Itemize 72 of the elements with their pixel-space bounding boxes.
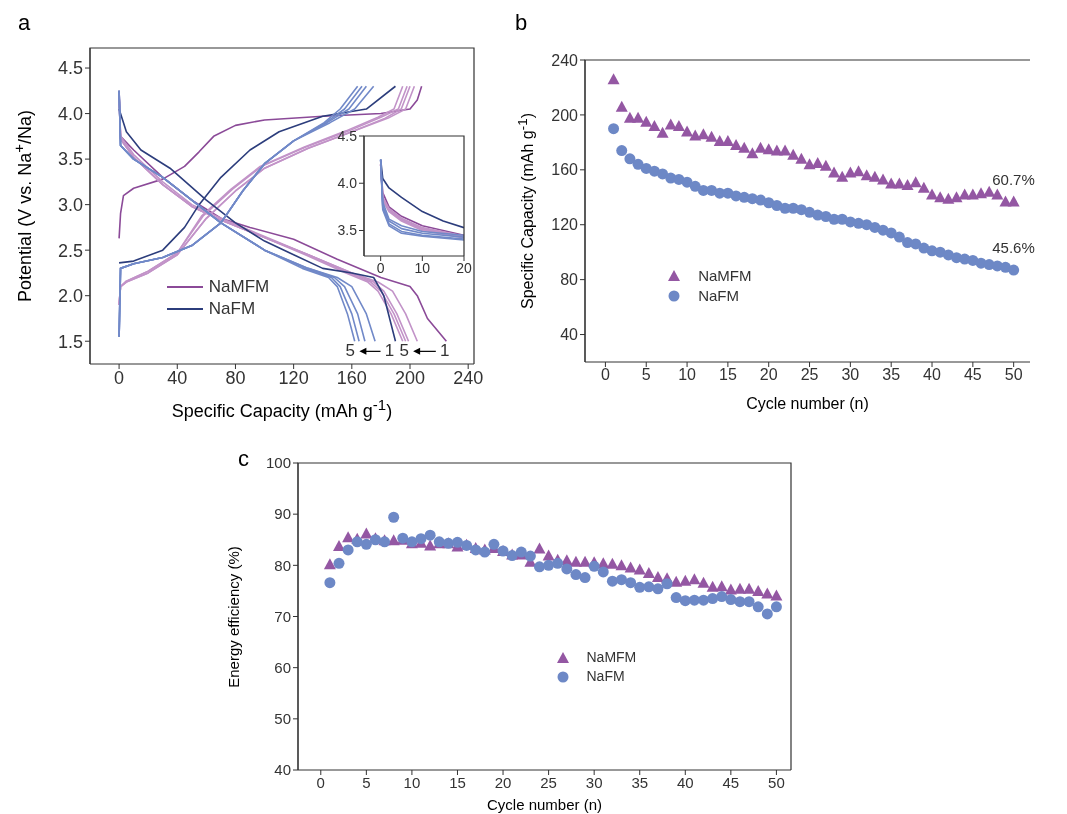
annotation: 1 [384, 340, 395, 360]
x-tick-label: 200 [394, 367, 426, 388]
annotation: 5 [345, 340, 356, 360]
x-tick-label: 20 [759, 366, 778, 384]
y-tick-label: 4.5 [337, 127, 358, 144]
y-tick-label: 4.5 [57, 58, 83, 79]
x-tick-label: 10 [403, 773, 421, 791]
x-tick-label: 40 [167, 367, 188, 388]
y-tick-label: 2.0 [57, 286, 83, 307]
x-tick-label: 80 [225, 367, 246, 388]
x-tick-label: 10 [678, 366, 697, 384]
x-tick-label: 35 [882, 366, 901, 384]
y-tick-label: 80 [274, 556, 291, 574]
legend-label: NaMFM [208, 276, 270, 297]
y-tick-label: 160 [551, 161, 579, 179]
x-axis-title: Specific Capacity (mAh g$^{-1}$) [170, 396, 394, 422]
y-tick-label: 2.5 [57, 240, 83, 261]
y-tick-label: 60 [274, 658, 291, 676]
x-tick-label: 20 [456, 259, 472, 276]
y-tick-label: 50 [274, 710, 291, 728]
y-tick-label: 120 [551, 216, 579, 234]
chart-title: a [18, 10, 31, 36]
x-tick-label: 45 [963, 366, 982, 384]
y-tick-label: 40 [560, 326, 579, 344]
legend-label: NaMFM [586, 648, 637, 665]
annotation: 60.7% [992, 170, 1035, 188]
legend-label: NaFM [208, 298, 256, 319]
y-tick-label: 3.5 [337, 222, 358, 239]
x-tick-label: 45 [722, 773, 740, 791]
annotation: 1 [440, 340, 450, 360]
annotation: 5 [399, 340, 409, 360]
x-axis-title: Cycle number (n) [745, 395, 870, 413]
x-tick-label: 25 [800, 366, 819, 384]
y-tick-label: 40 [274, 761, 291, 779]
y-axis-title: Energy efficiency (%) [224, 545, 242, 688]
x-tick-label: 5 [362, 773, 371, 791]
y-tick-label: 70 [274, 607, 291, 625]
y-tick-label: 3.0 [57, 195, 83, 216]
x-tick-label: 30 [841, 366, 860, 384]
y-tick-label: 1.5 [57, 331, 83, 352]
x-tick-label: 50 [1004, 366, 1023, 384]
x-tick-label: 50 [768, 773, 785, 791]
x-tick-label: 5 [641, 366, 651, 384]
x-tick-label: 0 [600, 366, 610, 384]
chart-title: c [238, 446, 249, 472]
y-tick-label: 90 [274, 505, 291, 523]
y-tick-label: 3.5 [57, 149, 83, 170]
legend-label: NaMFM [698, 266, 752, 284]
x-tick-label: 40 [676, 773, 694, 791]
x-tick-label: 20 [494, 773, 512, 791]
y-tick-label: 200 [551, 106, 579, 124]
y-tick-label: 4.0 [57, 103, 83, 124]
x-tick-label: 30 [585, 773, 603, 791]
y-tick-label: 100 [265, 454, 291, 472]
x-tick-label: 0 [114, 367, 125, 388]
x-tick-label: 240 [453, 367, 484, 388]
chart-title: b [515, 10, 528, 36]
y-tick-label: 4.0 [337, 175, 358, 192]
x-tick-label: 0 [376, 259, 385, 276]
y-tick-label: 80 [560, 271, 579, 289]
x-tick-label: 15 [449, 773, 466, 791]
x-tick-label: 10 [414, 259, 431, 276]
legend-label: NaFM [698, 286, 740, 304]
legend-label: NaFM [586, 667, 625, 684]
x-tick-label: 40 [923, 366, 942, 384]
y-tick-label: 240 [551, 51, 579, 69]
x-tick-label: 35 [631, 773, 649, 791]
x-axis-title: Cycle number (n) [485, 796, 603, 813]
x-tick-label: 25 [540, 773, 557, 791]
x-tick-label: 15 [718, 366, 737, 384]
x-tick-label: 0 [316, 773, 325, 791]
annotation: 45.6% [992, 239, 1035, 257]
